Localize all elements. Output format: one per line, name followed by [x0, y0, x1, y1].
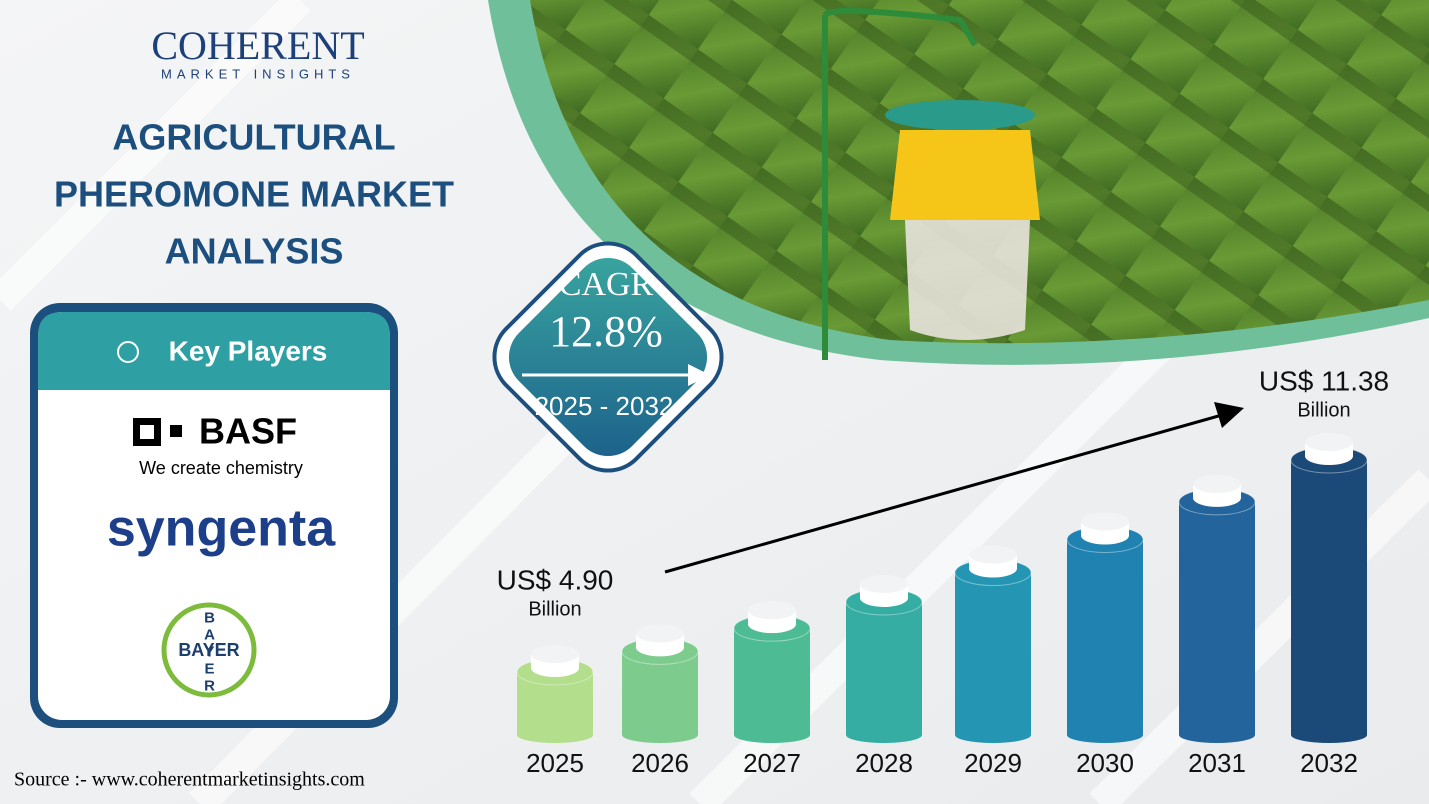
bar-cap [748, 601, 796, 620]
bar [734, 628, 810, 743]
players-header [38, 312, 390, 390]
value-label: US$ 4.90 [497, 564, 614, 595]
logo-name: COHERENT [151, 23, 364, 68]
x-tick-label: 2032 [1300, 748, 1358, 778]
bar-cap [1081, 512, 1129, 531]
cagr-period: 2025 - 2032 [535, 391, 674, 421]
bar [517, 672, 593, 743]
cagr-label: CAGR [559, 266, 654, 303]
source: Source :- www.coherentmarketinsights.com [14, 769, 365, 791]
x-tick-label: 2029 [964, 748, 1022, 778]
players-heading: Key Players [169, 335, 328, 366]
x-tick-label: 2030 [1076, 748, 1134, 778]
basf-tagline: We create chemistry [139, 458, 303, 478]
value-unit: Billion [528, 598, 581, 620]
bar-cap [531, 645, 579, 663]
basf-logo: BASF [199, 411, 297, 452]
basf-mark [140, 425, 154, 439]
title-line: ANALYSIS [165, 231, 344, 272]
bar [1067, 539, 1143, 743]
players-icon [117, 341, 139, 363]
cagr-badge [508, 257, 708, 457]
x-tick-label: 2027 [743, 748, 801, 778]
x-tick-label: 2031 [1188, 748, 1246, 778]
title-line: AGRICULTURAL [112, 117, 395, 158]
syngenta-logo: syngenta [107, 500, 336, 558]
cagr-arrow [688, 364, 710, 386]
trap-illustration [822, 8, 1040, 360]
value-unit: Billion [1297, 399, 1350, 421]
bar-cap [860, 574, 908, 593]
bar-cap [1193, 474, 1241, 493]
cagr-value: 12.8% [549, 307, 663, 356]
x-tick-label: 2026 [631, 748, 689, 778]
bayer-logo-vertical: BAYER [201, 610, 218, 695]
trend-arrow [1214, 402, 1244, 428]
bayer-ring [161, 602, 257, 698]
chart: 2025 US$ 4.90 Billion 2026 2027 2028 2029 2030 2… [497, 365, 1390, 777]
logo-tagline: MARKET INSIGHTS [161, 66, 355, 81]
bar [955, 572, 1031, 743]
bar-cap [969, 545, 1017, 564]
bar-cap [636, 624, 684, 643]
bar [622, 651, 698, 743]
bar [846, 601, 922, 743]
players-panel [38, 312, 390, 720]
value-label: US$ 11.38 [1259, 365, 1389, 396]
bar [1179, 501, 1255, 743]
bar-cap [1305, 433, 1353, 451]
bar [1291, 460, 1367, 743]
basf-mark [170, 425, 182, 437]
title-line: PHEROMONE MARKET [54, 174, 454, 215]
bayer-logo: BAYER [178, 640, 239, 660]
x-tick-label: 2028 [855, 748, 913, 778]
trend-arrow [664, 413, 1223, 574]
x-tick-label: 2025 [526, 748, 584, 778]
